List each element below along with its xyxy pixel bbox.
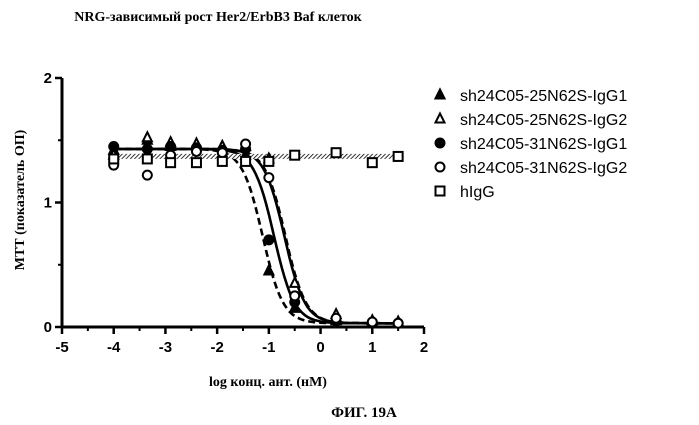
legend-label: sh24C05-31N62S-IgG2: [460, 160, 627, 177]
data-point-hIgG: [143, 154, 152, 163]
legend-marker-hIgG: [436, 187, 445, 196]
axes: -5 -4 -3 -2 -1 0 1 2 0 1 2: [44, 70, 429, 356]
data-point-sh24C05-25N62S-IgG2: [290, 278, 299, 287]
x-tick-label: -3: [159, 339, 172, 356]
data-points: [109, 132, 402, 328]
data-point-sh24C05-31N62S-IgG2: [368, 318, 377, 327]
x-tick-label: -5: [55, 339, 68, 356]
data-point-hIgG: [368, 158, 377, 167]
legend-label: sh24C05-31N62S-IgG1: [460, 136, 627, 153]
y-tick-label: 2: [44, 70, 52, 87]
data-point-sh24C05-31N62S-IgG1: [143, 144, 152, 153]
data-point-sh24C05-31N62S-IgG2: [218, 148, 227, 157]
data-point-hIgG: [394, 152, 403, 161]
data-point-sh24C05-31N62S-IgG2: [394, 319, 403, 328]
data-point-sh24C05-31N62S-IgG2: [192, 147, 201, 156]
data-point-hIgG: [290, 151, 299, 160]
data-point-hIgG: [218, 157, 227, 166]
legend-label: hIgG: [460, 184, 495, 201]
data-point-sh24C05-31N62S-IgG1: [166, 142, 175, 151]
fit-curve-sh24C05-31N62S-IgG1: [114, 149, 398, 323]
y-tick-label: 0: [44, 319, 52, 336]
chart-title: NRG-зависимый рост Her2/ErbB3 Baf клеток: [74, 10, 362, 25]
x-tick-label: -1: [262, 339, 275, 356]
data-point-hIgG: [332, 148, 341, 157]
legend-marker-sh24C05-31N62S-IgG1: [436, 139, 445, 148]
data-point-sh24C05-31N62S-IgG2: [290, 291, 299, 300]
legend-marker-sh24C05-25N62S-IgG2: [436, 114, 445, 123]
data-point-hIgG: [192, 158, 201, 167]
legend-label: sh24C05-25N62S-IgG1: [460, 88, 627, 105]
data-point-sh24C05-31N62S-IgG2: [143, 171, 152, 180]
y-tick-label: 1: [44, 195, 52, 212]
x-tick-label: -4: [107, 339, 121, 356]
y-axis-label: МТТ (показатель ОП): [13, 129, 28, 270]
data-point-sh24C05-31N62S-IgG1: [109, 142, 118, 151]
x-tick-label: -2: [210, 339, 223, 356]
data-point-sh24C05-25N62S-IgG2: [143, 132, 152, 141]
x-tick-label: 2: [420, 339, 428, 356]
data-point-hIgG: [166, 158, 175, 167]
data-point-sh24C05-31N62S-IgG2: [264, 173, 273, 182]
data-point-hIgG: [264, 157, 273, 166]
legend: sh24C05-25N62S-IgG1 sh24C05-25N62S-IgG2 sh…: [436, 88, 628, 201]
x-tick-label: 1: [368, 339, 376, 356]
legend-label: sh24C05-25N62S-IgG2: [460, 112, 627, 129]
legend-marker-sh24C05-25N62S-IgG1: [436, 90, 445, 99]
figure-caption: ФИГ. 19А: [331, 405, 397, 421]
legend-marker-sh24C05-31N62S-IgG2: [436, 163, 445, 172]
data-point-sh24C05-25N62S-IgG1: [264, 265, 273, 274]
x-axis-label: log конц. ант. (нМ): [209, 375, 327, 390]
data-point-sh24C05-31N62S-IgG2: [241, 139, 250, 148]
data-point-hIgG: [241, 157, 250, 166]
fit-curves: [114, 149, 398, 323]
data-point-sh24C05-31N62S-IgG1: [264, 235, 273, 244]
data-point-hIgG: [109, 154, 118, 163]
data-point-sh24C05-31N62S-IgG2: [332, 314, 341, 323]
x-tick-label: 0: [316, 339, 324, 356]
